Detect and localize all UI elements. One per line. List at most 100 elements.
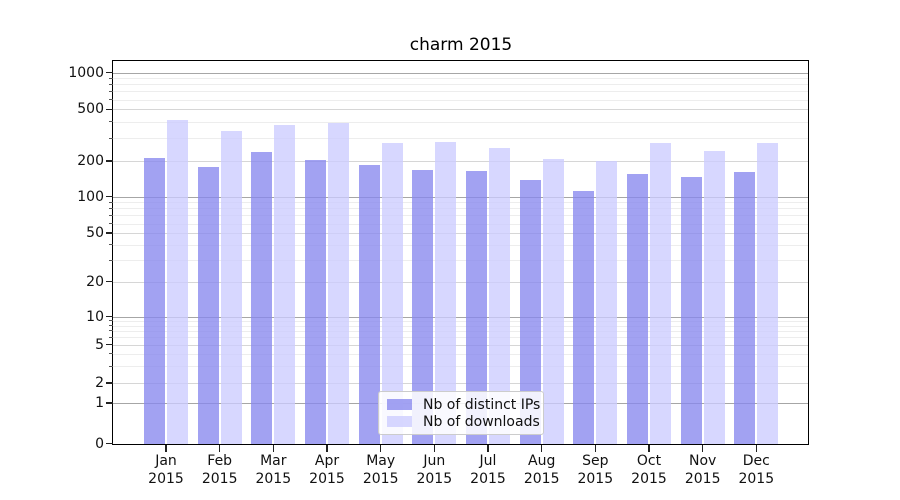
x-tick-label: Sep 2015 xyxy=(577,453,614,487)
bar-downloads-aug xyxy=(542,159,564,444)
y-minor-tick xyxy=(109,353,113,355)
x-tick-mark xyxy=(702,445,704,452)
x-tick-mark xyxy=(219,445,221,452)
gridline-minor xyxy=(113,215,808,217)
x-tick-label: Aug 2015 xyxy=(523,453,560,487)
gridline-minor xyxy=(113,84,808,86)
y-minor-tick xyxy=(109,99,113,101)
x-tick-label: Feb 2015 xyxy=(201,453,238,487)
y-tick-label: 0 xyxy=(95,435,104,452)
x-tick-mark xyxy=(272,445,274,452)
gridline-major xyxy=(113,383,808,384)
x-tick-label: Jun 2015 xyxy=(416,453,453,487)
y-tick-label: 100 xyxy=(77,188,104,205)
y-minor-tick xyxy=(109,207,113,209)
y-tick-label: 10 xyxy=(86,308,104,325)
bar-distinct-ips-aug xyxy=(519,179,541,444)
x-tick-mark xyxy=(165,445,167,452)
x-tick-label: Oct 2015 xyxy=(631,453,667,487)
y-minor-tick xyxy=(109,365,113,367)
plot-canvas xyxy=(113,61,808,444)
x-tick-label: Jan 2015 xyxy=(148,453,184,487)
y-minor-tick xyxy=(109,83,113,85)
y-minor-tick xyxy=(109,336,113,338)
legend-label: Nb of downloads xyxy=(423,413,540,430)
gridline-major xyxy=(113,281,808,283)
y-minor-tick xyxy=(109,77,113,79)
y-tick-label: 500 xyxy=(77,101,104,118)
bar-downloads-mar xyxy=(274,125,296,444)
y-tick-mark xyxy=(106,71,113,74)
legend-item-downloads: Nb of downloads xyxy=(387,414,540,430)
y-minor-tick xyxy=(109,325,113,326)
bar-downloads-jun xyxy=(435,141,457,444)
legend-swatch-downloads xyxy=(387,416,412,427)
y-minor-tick xyxy=(109,90,113,92)
y-minor-tick xyxy=(109,244,113,246)
gridline-minor xyxy=(113,325,808,327)
y-tick-mark xyxy=(106,280,113,283)
x-tick-label: Apr 2015 xyxy=(309,453,345,487)
bar-downloads-dec xyxy=(757,142,779,444)
y-minor-tick xyxy=(109,320,113,322)
x-tick-mark xyxy=(594,445,596,452)
y-tick-mark xyxy=(106,196,113,198)
bar-distinct-ips-apr xyxy=(304,160,327,444)
y-minor-tick xyxy=(109,137,113,139)
bar-downloads-jul xyxy=(488,147,511,444)
bar-distinct-ips-dec xyxy=(734,172,756,444)
x-tick-mark xyxy=(380,445,382,452)
bar-distinct-ips-nov xyxy=(680,177,702,444)
y-minor-tick xyxy=(109,214,113,216)
y-tick-label: 1000 xyxy=(68,64,104,81)
y-tick-mark xyxy=(106,315,113,318)
gridline-minor xyxy=(113,353,808,355)
legend-item-distinct-ips: Nb of distinct IPs xyxy=(387,397,540,413)
x-tick-label: May 2015 xyxy=(362,453,399,487)
bar-distinct-ips-jan xyxy=(143,157,166,444)
gridline-minor xyxy=(113,366,808,367)
gridline-minor xyxy=(113,337,808,339)
legend: Nb of distinct IPs Nb of downloads xyxy=(378,391,544,435)
bar-distinct-ips-jun xyxy=(412,170,434,444)
gridline-minor xyxy=(113,320,808,322)
y-tick-mark xyxy=(106,402,113,404)
legend-swatch-distinct-ips xyxy=(387,399,412,410)
y-tick-label: 2 xyxy=(95,375,104,391)
chart-title: charm 2015 xyxy=(409,35,513,55)
gridline-minor xyxy=(113,99,808,101)
gridline-major xyxy=(113,196,808,198)
y-tick-label: 20 xyxy=(86,273,104,290)
x-tick-label: Mar 2015 xyxy=(255,453,292,487)
y-tick-mark xyxy=(106,160,113,162)
x-tick-mark xyxy=(541,445,543,452)
gridline-minor xyxy=(113,202,808,204)
y-tick-label: 5 xyxy=(95,336,104,353)
bar-downloads-may xyxy=(381,143,403,444)
bar-downloads-apr xyxy=(327,122,350,444)
gridline-minor xyxy=(113,208,808,210)
x-tick-mark xyxy=(487,445,489,452)
gridline-minor xyxy=(113,223,808,225)
y-minor-tick xyxy=(109,223,113,224)
x-tick-mark xyxy=(326,445,328,452)
bar-distinct-ips-feb xyxy=(197,167,219,444)
legend-label: Nb of distinct IPs xyxy=(423,396,541,413)
x-tick-label: Dec 2015 xyxy=(738,453,775,487)
gridline-minor xyxy=(113,121,808,123)
gridline-major xyxy=(113,316,808,318)
x-tick-label: Jul 2015 xyxy=(470,453,506,487)
bar-downloads-jan xyxy=(166,120,189,444)
y-minor-tick xyxy=(109,330,113,332)
bar-downloads-oct xyxy=(649,142,672,444)
y-tick-mark xyxy=(106,343,113,346)
bar-distinct-ips-jul xyxy=(465,170,488,444)
y-tick-label: 200 xyxy=(77,153,104,169)
y-tick-mark xyxy=(106,382,113,384)
bar-distinct-ips-mar xyxy=(251,151,273,444)
x-tick-mark xyxy=(433,445,435,452)
bar-downloads-feb xyxy=(220,130,242,444)
y-minor-tick xyxy=(109,201,113,203)
gridline-major xyxy=(113,233,808,234)
